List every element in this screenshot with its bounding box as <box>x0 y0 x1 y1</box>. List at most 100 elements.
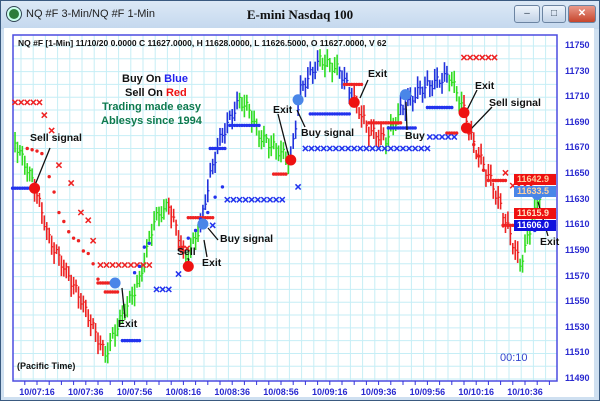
stop-dot-marker <box>128 338 132 343</box>
stop-dot-marker <box>130 338 134 343</box>
x-tick-label: 10/10:36 <box>507 387 543 397</box>
stop-dot-marker <box>511 223 515 228</box>
stop-x-marker <box>326 145 333 152</box>
close-button[interactable]: ✕ <box>568 5 596 23</box>
stop-dot-marker <box>30 148 34 152</box>
stop-dot-marker <box>393 121 398 125</box>
stop-dot-marker <box>137 264 142 269</box>
y-tick-label: 11650 <box>565 168 590 179</box>
stop-dot-marker <box>313 112 317 116</box>
signal-annotation: Buy <box>405 130 425 142</box>
stop-dot-marker <box>396 121 400 125</box>
stop-x-marker <box>97 261 104 269</box>
stop-x-marker <box>89 237 97 244</box>
signal-annotation: Buy signal <box>301 127 355 139</box>
stop-dot-marker <box>386 126 391 130</box>
stop-dot-marker <box>103 290 108 294</box>
stop-dot-marker <box>271 172 276 176</box>
stop-x-marker <box>127 261 135 269</box>
stop-x-marker <box>41 112 48 119</box>
stop-x-marker <box>405 145 413 152</box>
stop-dot-marker <box>501 223 505 228</box>
stop-x-marker <box>381 145 388 152</box>
stop-dot-marker <box>398 126 403 130</box>
annotation-arrow <box>207 227 219 241</box>
legend-tagline: Trading made easy <box>102 101 202 113</box>
signal-annotation: Exit <box>118 318 138 330</box>
stop-dot-marker <box>481 168 486 172</box>
minimize-button[interactable]: – <box>514 5 540 23</box>
stop-x-marker <box>369 145 376 152</box>
stop-x-marker <box>320 145 327 152</box>
annotation-arrow <box>405 101 408 131</box>
stop-x-marker <box>432 133 440 141</box>
stop-dot-marker <box>335 112 339 116</box>
stop-x-marker <box>375 145 382 152</box>
stop-dot-marker <box>503 178 508 183</box>
stop-dot-marker <box>328 112 332 116</box>
stop-dot-marker <box>284 172 288 176</box>
signal-annotation: Buy signal <box>220 233 274 245</box>
legend-red: Red <box>165 87 187 99</box>
stop-x-marker <box>36 99 43 106</box>
signal-annotation: Exit <box>475 80 495 92</box>
sell-signal-dot <box>348 96 360 108</box>
stop-x-marker <box>68 179 75 187</box>
stop-dot-marker <box>476 154 481 158</box>
stop-x-marker <box>479 54 486 61</box>
stop-dot-marker <box>223 146 227 151</box>
x-tick-label: 10/07:16 <box>19 387 55 397</box>
stop-x-marker <box>412 145 419 152</box>
stop-dot-marker <box>506 223 510 228</box>
chart-title: E-mini Nasdaq 100 <box>246 7 354 22</box>
sell-signal-dot <box>458 107 470 119</box>
stop-dot-marker <box>372 121 376 125</box>
y-tick-label: 11710 <box>565 91 590 102</box>
stop-dot-marker <box>189 215 193 220</box>
stop-dot-marker <box>98 281 103 285</box>
stop-dot-marker <box>391 121 395 125</box>
annotation-arrow <box>469 106 493 131</box>
stop-dot-marker <box>498 178 503 183</box>
buy-signal-dot <box>197 218 209 230</box>
stop-dot-marker <box>447 105 452 110</box>
stop-dot-marker <box>230 123 234 128</box>
stop-dot-marker <box>250 123 254 128</box>
stop-dot-marker <box>20 186 25 190</box>
stop-dot-marker <box>193 228 198 233</box>
stop-x-marker <box>165 286 172 293</box>
stop-x-marker <box>175 270 182 278</box>
y-tick-label: 11610 <box>565 219 590 230</box>
title-bar[interactable]: NQ #F 3-Min/NQ #F 1-Min E-mini Nasdaq 10… <box>1 1 599 29</box>
stop-x-marker <box>224 196 231 203</box>
stop-dot-marker <box>186 215 190 220</box>
maximize-button[interactable]: □ <box>542 5 566 23</box>
stop-dot-marker <box>347 82 352 87</box>
stop-x-marker <box>399 145 407 152</box>
signal-annotation: Exit <box>273 104 293 116</box>
stop-dot-marker <box>486 178 491 183</box>
stop-dot-marker <box>242 123 247 128</box>
stop-dot-marker <box>25 186 29 190</box>
signal-annotation: Exit <box>202 257 222 269</box>
buy-signal-dot <box>292 94 304 106</box>
y-tick-label: 11690 <box>565 116 590 127</box>
bar-timer: 00:10 <box>500 352 528 364</box>
stop-dot-marker <box>393 126 398 130</box>
stop-dot-marker <box>186 236 190 240</box>
stop-dot-marker <box>13 186 17 190</box>
stop-x-marker <box>230 196 237 203</box>
stop-dot-marker <box>245 123 249 128</box>
stop-dot-marker <box>18 186 22 190</box>
stop-x-marker <box>485 54 492 61</box>
stop-dot-marker <box>193 215 198 220</box>
stop-dot-marker <box>132 338 137 343</box>
stop-dot-marker <box>113 290 117 294</box>
stop-dot-marker <box>213 146 217 151</box>
stop-dot-marker <box>318 112 322 116</box>
stop-x-marker <box>338 145 346 152</box>
stop-dot-marker <box>442 105 447 110</box>
stop-dot-marker <box>330 112 334 116</box>
